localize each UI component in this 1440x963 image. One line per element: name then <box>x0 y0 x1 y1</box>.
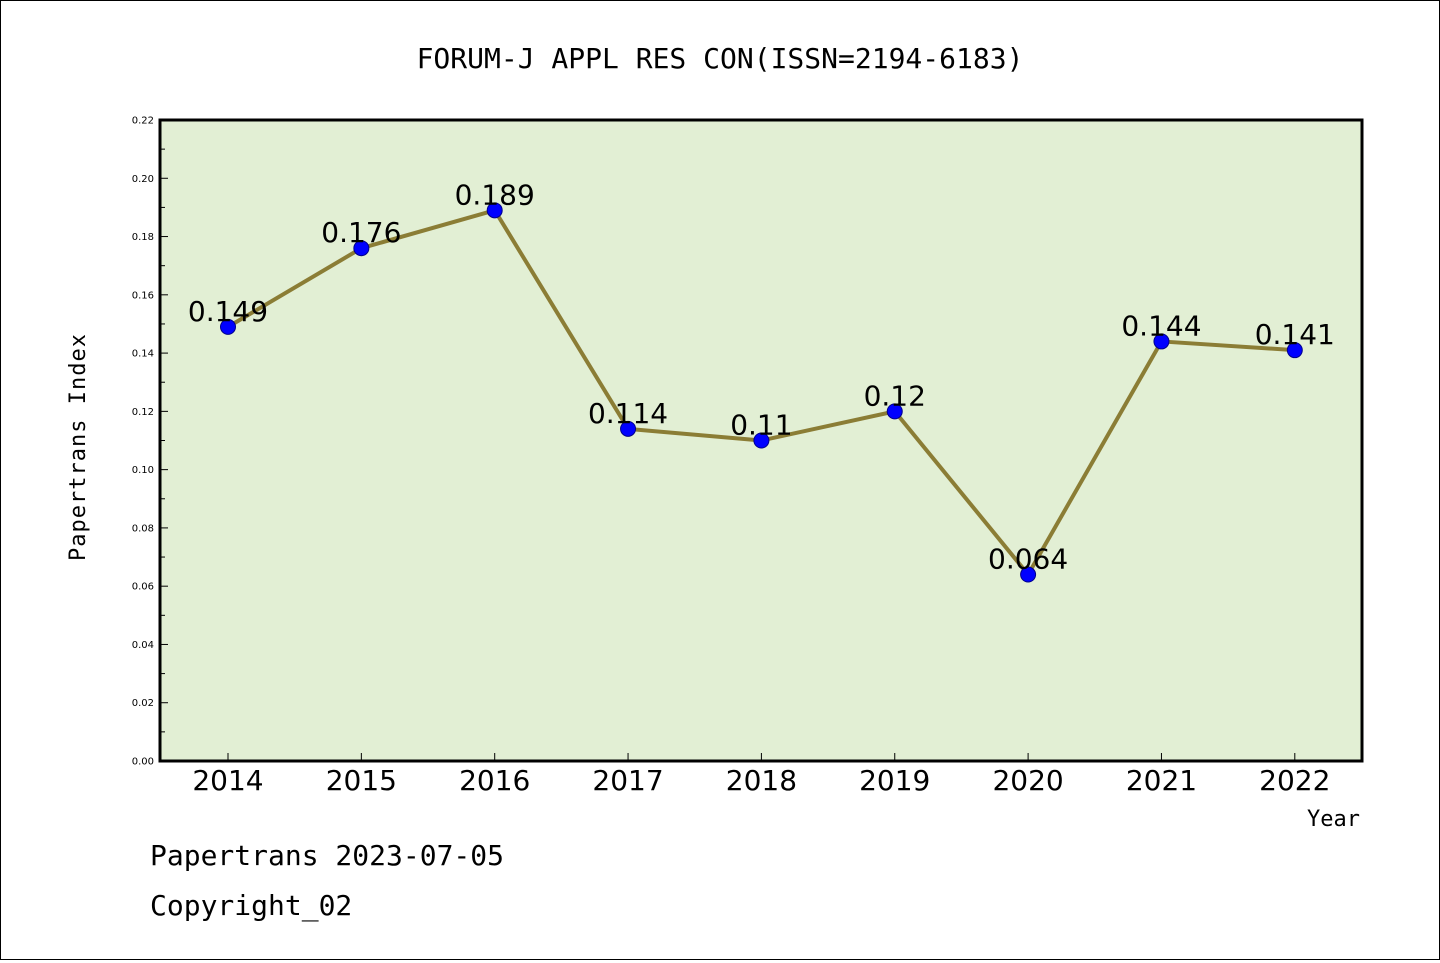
x-tick-label: 2021 <box>1126 764 1197 797</box>
y-tick-label: 0.08 <box>132 523 154 534</box>
x-tick-label: 2015 <box>326 764 397 797</box>
data-label: 0.189 <box>455 178 535 211</box>
x-axis-label: Year <box>1307 807 1360 832</box>
footer-date: Papertrans 2023-07-05 <box>150 839 504 872</box>
x-tick-label: 2016 <box>459 764 530 797</box>
data-point-marker <box>1153 333 1170 350</box>
data-point-marker <box>620 420 637 437</box>
x-axis-ticks: 2014 2015 2016 2017 2018 2019 2020 2021 2022 <box>192 753 1330 797</box>
y-tick-label: 0.20 <box>132 174 154 185</box>
y-tick-label: 0.16 <box>132 290 154 301</box>
data-label: 0.141 <box>1255 318 1335 351</box>
y-tick-label: 0.22 <box>132 116 154 127</box>
chart-title: FORUM-J APPL RES CON(ISSN=2194-6183) <box>417 42 1024 75</box>
data-point-marker <box>1286 342 1303 359</box>
y-tick-label: 0.02 <box>132 698 154 709</box>
data-point-marker <box>753 432 770 449</box>
y-tick-label: 0.00 <box>132 757 154 768</box>
x-tick-label: 2020 <box>992 764 1063 797</box>
y-axis-ticks: 0.00 0.02 0.04 0.06 0.08 0.10 0.12 0.14 0.16 0.18… <box>132 116 168 768</box>
data-point-marker <box>353 240 370 257</box>
data-label: 0.12 <box>864 379 926 412</box>
data-label: 0.114 <box>588 397 668 430</box>
x-tick-label: 2017 <box>592 764 663 797</box>
data-label: 0.149 <box>188 295 268 328</box>
x-tick-label: 2022 <box>1259 764 1330 797</box>
footer-copyright: Copyright_02 <box>150 889 352 923</box>
y-tick-label: 0.10 <box>132 465 154 476</box>
y-tick-label: 0.14 <box>132 349 154 360</box>
y-tick-label: 0.12 <box>132 407 154 418</box>
y-axis-label: Papertrans Index <box>66 333 91 561</box>
data-point-marker <box>886 403 903 420</box>
y-tick-label: 0.04 <box>132 640 154 651</box>
data-label: 0.176 <box>321 216 401 249</box>
y-tick-label: 0.06 <box>132 582 154 593</box>
x-tick-label: 2019 <box>859 764 930 797</box>
data-point-marker <box>220 318 236 335</box>
data-label: 0.144 <box>1121 309 1201 342</box>
data-point-marker <box>486 202 503 219</box>
data-point-marker <box>1020 566 1037 583</box>
data-label: 0.11 <box>730 409 792 442</box>
y-tick-label: 0.18 <box>132 232 154 243</box>
series-group: 0.149 0.176 0.189 0.114 0.11 0.12 0.064 0.144 0.… <box>188 178 1335 583</box>
data-label: 0.064 <box>988 543 1068 576</box>
x-tick-label: 2014 <box>192 764 263 797</box>
x-tick-label: 2018 <box>726 764 797 797</box>
